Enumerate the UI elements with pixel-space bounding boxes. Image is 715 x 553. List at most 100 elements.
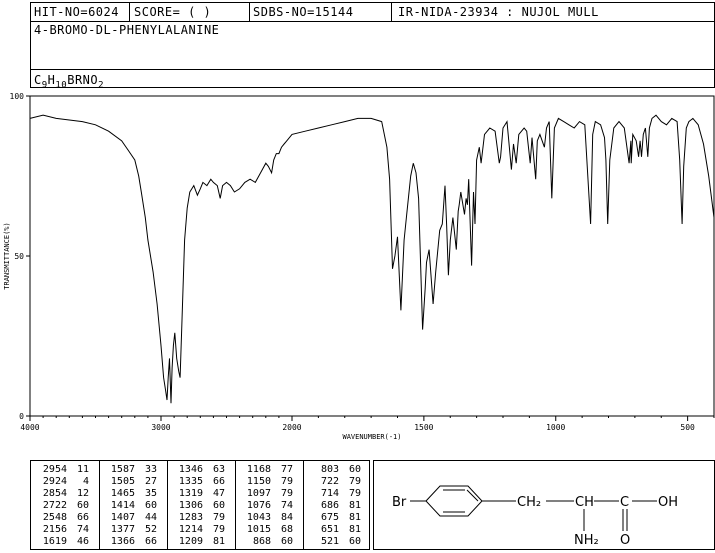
peak-row: 2156 74 <box>37 524 89 536</box>
peak-transmittance: 47 <box>212 488 225 499</box>
peak-transmittance: 35 <box>144 488 157 499</box>
sdbs-no: SDBS-NO=15144 <box>253 5 354 19</box>
peak-row: 1465 35 <box>105 488 157 500</box>
peak-wavenumber: 1407 <box>110 512 135 523</box>
peak-row: 1209 81 <box>173 536 225 548</box>
peak-row: 2954 11 <box>37 464 89 476</box>
peak-row: 1097 79 <box>241 488 293 500</box>
peak-transmittance: 11 <box>76 464 89 475</box>
peak-row: 2548 66 <box>37 512 89 524</box>
molecular-formula: C9H10BRNO2 <box>34 73 105 91</box>
peak-transmittance: 44 <box>144 512 157 523</box>
peak-row: 1407 44 <box>105 512 157 524</box>
peak-transmittance: 60 <box>212 500 225 511</box>
peak-wavenumber: 1346 <box>178 464 203 475</box>
peak-row: 1043 84 <box>241 512 293 524</box>
y-axis-label: TRANSMITTANCE(%) <box>3 222 11 289</box>
x-tick-label: 4000 <box>20 423 39 432</box>
structure-box: Br CH₂ CH C OH NH₂ O <box>373 460 715 550</box>
peak-transmittance: 60 <box>144 500 157 511</box>
nh2-label: NH₂ <box>574 533 599 548</box>
header-top-row: HIT-NO=6024 SCORE= ( ) SDBS-NO=15144 IR-… <box>31 3 714 22</box>
peak-transmittance: 79 <box>280 488 293 499</box>
peak-row: 521 60 <box>309 536 361 548</box>
peak-table: 2954 11 2924 4 2854 12 2722 60 2548 66 2156 74 1619 4… <box>30 460 370 550</box>
peak-wavenumber: 1214 <box>178 524 203 535</box>
peak-row: 686 81 <box>309 500 361 512</box>
peak-wavenumber: 686 <box>320 500 339 511</box>
peak-row: 1366 66 <box>105 536 157 548</box>
peak-transmittance: 77 <box>280 464 293 475</box>
peak-transmittance: 74 <box>280 500 293 511</box>
peak-transmittance: 81 <box>212 536 225 547</box>
peak-transmittance: 60 <box>348 464 361 475</box>
x-tick-label: 1000 <box>546 423 565 432</box>
compound-row: 4-BROMO-DL-PHENYLALANINE <box>31 21 714 70</box>
x-tick-label: 1500 <box>414 423 433 432</box>
peak-row: 1346 63 <box>173 464 225 476</box>
oh-label: OH <box>658 495 678 510</box>
o-label: O <box>620 533 630 548</box>
peak-wavenumber: 2954 <box>42 464 67 475</box>
peak-column-divider <box>303 461 304 549</box>
peak-wavenumber: 2722 <box>42 500 67 511</box>
x-axis-label: WAVENUMBER(-1) <box>342 433 401 441</box>
peak-row: 1015 68 <box>241 524 293 536</box>
y-tick-label: 100 <box>10 92 25 101</box>
peak-transmittance: 60 <box>280 536 293 547</box>
peak-wavenumber: 1335 <box>178 476 203 487</box>
ch2-label: CH₂ <box>517 495 541 510</box>
peak-transmittance: 60 <box>348 536 361 547</box>
peak-wavenumber: 2156 <box>42 524 67 535</box>
peak-transmittance: 52 <box>144 524 157 535</box>
peak-wavenumber: 1283 <box>178 512 203 523</box>
peak-row: 651 81 <box>309 524 361 536</box>
peak-wavenumber: 521 <box>320 536 339 547</box>
peak-wavenumber: 1465 <box>110 488 135 499</box>
x-tick-label: 2000 <box>282 423 301 432</box>
peak-wavenumber: 2854 <box>42 488 67 499</box>
peak-wavenumber: 1043 <box>246 512 271 523</box>
peak-wavenumber: 1306 <box>178 500 203 511</box>
peak-row: 1319 47 <box>173 488 225 500</box>
peak-transmittance: 63 <box>212 464 225 475</box>
peak-row: 722 79 <box>309 476 361 488</box>
peak-row: 675 81 <box>309 512 361 524</box>
peak-wavenumber: 722 <box>320 476 339 487</box>
header-divider <box>129 3 130 21</box>
c-label: C <box>620 495 629 510</box>
peak-row: 1283 79 <box>173 512 225 524</box>
peak-wavenumber: 714 <box>320 488 339 499</box>
peak-row: 1619 46 <box>37 536 89 548</box>
peak-wavenumber: 1619 <box>42 536 67 547</box>
peak-row: 2854 12 <box>37 488 89 500</box>
peak-wavenumber: 1319 <box>178 488 203 499</box>
peak-column-divider <box>235 461 236 549</box>
peak-transmittance: 68 <box>280 524 293 535</box>
peak-transmittance: 81 <box>348 524 361 535</box>
peak-row: 1587 33 <box>105 464 157 476</box>
y-tick-label: 50 <box>14 252 24 261</box>
peak-wavenumber: 1076 <box>246 500 271 511</box>
peak-transmittance: 79 <box>280 476 293 487</box>
peak-wavenumber: 1168 <box>246 464 271 475</box>
peak-wavenumber: 675 <box>320 512 339 523</box>
peak-transmittance: 66 <box>212 476 225 487</box>
br-label: Br <box>392 495 407 510</box>
peak-wavenumber: 1150 <box>246 476 271 487</box>
hit-no: HIT-NO=6024 <box>34 5 119 19</box>
peak-row: 868 60 <box>241 536 293 548</box>
peak-transmittance: 66 <box>76 512 89 523</box>
peak-transmittance: 4 <box>82 476 89 487</box>
peak-wavenumber: 1097 <box>246 488 271 499</box>
peak-row: 1150 79 <box>241 476 293 488</box>
peak-transmittance: 81 <box>348 500 361 511</box>
peak-transmittance: 33 <box>144 464 157 475</box>
peak-row: 1335 66 <box>173 476 225 488</box>
peak-row: 803 60 <box>309 464 361 476</box>
peak-transmittance: 81 <box>348 512 361 523</box>
peak-wavenumber: 803 <box>320 464 339 475</box>
peak-transmittance: 79 <box>212 512 225 523</box>
peak-row: 2722 60 <box>37 500 89 512</box>
peak-wavenumber: 2924 <box>42 476 67 487</box>
